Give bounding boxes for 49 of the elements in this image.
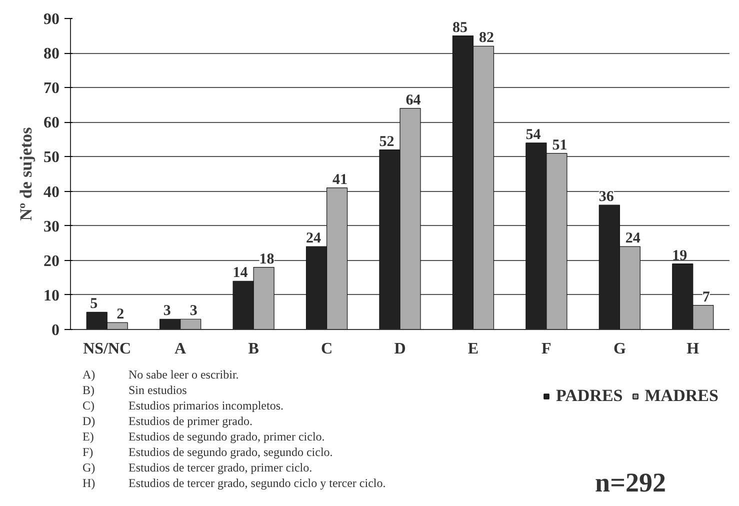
text: G) Estudios de tercer grado, primer ciclo.: [82, 460, 312, 474]
data-label: 41: [332, 172, 348, 188]
data-label: 51: [552, 137, 568, 154]
legend-label: MADRES: [644, 386, 718, 406]
data-label: 82: [478, 30, 494, 46]
y-tick-label: 20: [44, 252, 60, 270]
data-label: 24: [625, 230, 641, 247]
data-label: 36: [598, 189, 614, 206]
y-tick-label: 80: [44, 46, 60, 63]
data-label: 18: [259, 251, 274, 268]
x-tick-label: NS/NC: [83, 340, 132, 358]
y-tick-label: 40: [44, 184, 60, 201]
y-tick-label: 0: [52, 322, 60, 339]
data-label: 5: [90, 296, 98, 312]
y-tick-label: 50: [44, 149, 60, 166]
y-tick-label: 30: [44, 218, 60, 236]
y-tick-label: 10: [44, 287, 60, 304]
legend-label: PADRES: [556, 386, 623, 406]
data-label: 19: [672, 248, 688, 264]
y-tick-label: 60: [44, 114, 60, 132]
text: B) Sin estudios: [82, 383, 187, 397]
data-label: 54: [526, 126, 542, 143]
x-tick-label: H: [686, 340, 700, 358]
text: E) Estudios de segundo grado, primer ciclo.: [82, 430, 325, 444]
text: n=292: [595, 468, 666, 498]
x-tick-label: B: [248, 340, 260, 358]
y-axis-title: Nº de sujetos: [16, 126, 36, 221]
x-tick-label: D: [394, 340, 406, 358]
text: H) Estudios de tercer grado, segundo ciclo y tercer ciclo.: [82, 476, 386, 490]
data-label: 7: [702, 289, 710, 306]
y-tick-label: 90: [44, 11, 60, 28]
x-tick-label: E: [468, 340, 479, 358]
data-label: 24: [306, 230, 322, 247]
text: F) Estudios de segundo grado, segundo ciclo.: [82, 445, 333, 459]
data-label: 64: [406, 92, 422, 108]
x-tick-label: G: [613, 340, 626, 358]
x-tick-label: A: [174, 340, 187, 358]
data-label: 3: [163, 303, 171, 320]
text: D) Estudios de primer grado.: [82, 414, 252, 428]
x-tick-label: F: [542, 340, 552, 358]
x-tick-label: C: [321, 340, 333, 358]
data-label: 85: [452, 20, 468, 36]
text: A) No sabe leer o escribir.: [82, 368, 239, 382]
y-tick-label: 70: [44, 80, 60, 98]
data-label: 52: [379, 134, 394, 150]
text: C) Estudios primarios incompletos.: [82, 398, 284, 412]
data-label: 3: [190, 303, 198, 320]
data-label: 14: [232, 265, 248, 282]
data-label: 2: [116, 306, 124, 323]
